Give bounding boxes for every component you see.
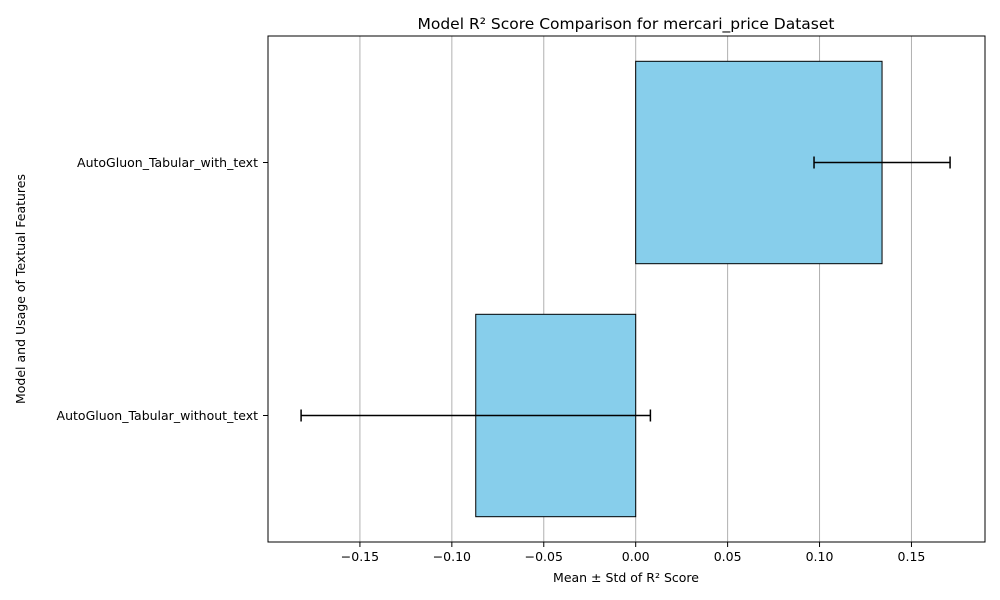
x-axis-label: Mean ± Std of R² Score	[553, 570, 699, 585]
x-tick-label: 0.05	[714, 549, 742, 564]
x-tick-label: 0.15	[898, 549, 926, 564]
x-tick-label: −0.05	[525, 549, 563, 564]
y-tick-label: AutoGluon_Tabular_with_text	[77, 155, 258, 170]
chart-title: Model R² Score Comparison for mercari_pr…	[417, 15, 834, 34]
x-tick-label: 0.10	[806, 549, 834, 564]
y-axis-label: Model and Usage of Textual Features	[13, 174, 28, 404]
x-tick-label: 0.00	[622, 549, 650, 564]
y-tick-label: AutoGluon_Tabular_without_text	[57, 408, 259, 423]
x-axis-ticks: −0.15 −0.10 −0.05 0.00 0.05 0.10 0.15	[341, 542, 926, 564]
x-tick-label: −0.10	[433, 549, 471, 564]
plot-frame	[267, 35, 986, 543]
y-axis-ticks: AutoGluon_Tabular_without_text AutoGluon_…	[57, 155, 268, 423]
error-bars	[300, 156, 951, 422]
bars	[475, 60, 883, 518]
x-tick-label: −0.15	[341, 549, 379, 564]
